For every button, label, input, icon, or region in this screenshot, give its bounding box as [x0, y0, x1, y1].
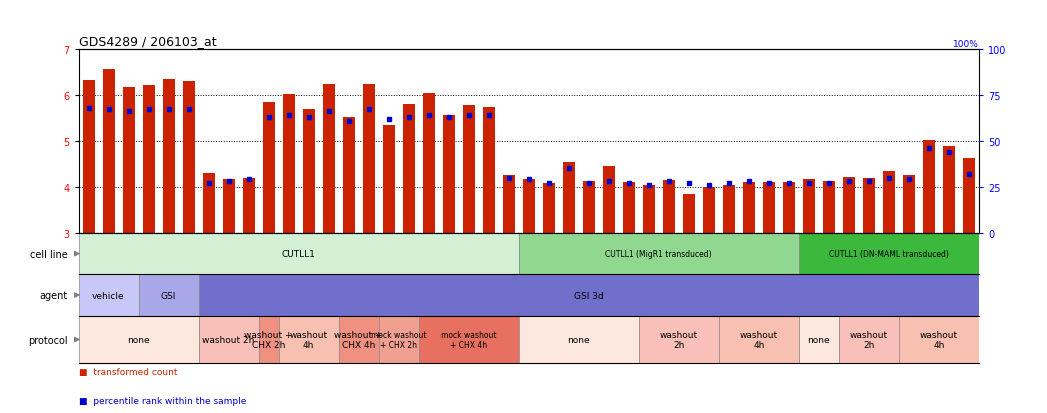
Text: mock washout
+ CHX 4h: mock washout + CHX 4h: [441, 330, 496, 349]
Bar: [379, 316, 419, 363]
Bar: [243, 178, 254, 233]
Bar: [322, 85, 335, 233]
Bar: [338, 316, 379, 363]
Bar: [83, 81, 94, 233]
Text: CUTLL1: CUTLL1: [282, 249, 315, 259]
Text: washout
4h: washout 4h: [920, 330, 958, 349]
Text: GSI: GSI: [161, 291, 176, 300]
Bar: [562, 162, 575, 233]
Bar: [518, 316, 639, 363]
Bar: [663, 180, 675, 233]
Text: GSI 3d: GSI 3d: [574, 291, 604, 300]
Text: washout
4h: washout 4h: [740, 330, 778, 349]
Bar: [259, 316, 279, 363]
Bar: [142, 86, 155, 233]
Text: CUTLL1 (MigR1 transduced): CUTLL1 (MigR1 transduced): [605, 249, 712, 259]
Bar: [79, 275, 138, 316]
Bar: [903, 176, 915, 233]
Bar: [122, 88, 135, 233]
Text: washout
2h: washout 2h: [660, 330, 698, 349]
Bar: [899, 316, 979, 363]
Bar: [342, 118, 355, 233]
Bar: [403, 105, 415, 233]
Bar: [79, 233, 518, 275]
Bar: [742, 183, 755, 233]
Text: mock washout
+ CHX 2h: mock washout + CHX 2h: [371, 330, 426, 349]
Text: agent: agent: [40, 290, 68, 300]
Bar: [542, 184, 555, 233]
Bar: [643, 185, 654, 233]
Bar: [823, 182, 834, 233]
Bar: [199, 275, 979, 316]
Bar: [722, 185, 735, 233]
Bar: [799, 233, 979, 275]
Bar: [303, 110, 315, 233]
Bar: [419, 316, 518, 363]
Bar: [703, 188, 715, 233]
Bar: [583, 182, 595, 233]
Bar: [162, 79, 175, 233]
Bar: [623, 183, 634, 233]
Bar: [382, 126, 395, 233]
Text: GDS4289 / 206103_at: GDS4289 / 206103_at: [79, 35, 216, 47]
Bar: [103, 70, 114, 233]
Bar: [922, 140, 935, 233]
Bar: [639, 316, 719, 363]
Bar: [423, 94, 435, 233]
Bar: [279, 316, 338, 363]
Bar: [79, 316, 199, 363]
Bar: [843, 177, 855, 233]
Bar: [483, 108, 495, 233]
Bar: [883, 171, 895, 233]
Bar: [943, 147, 955, 233]
Bar: [683, 194, 695, 233]
Text: ■  transformed count: ■ transformed count: [79, 368, 177, 377]
Bar: [839, 316, 899, 363]
Bar: [719, 316, 799, 363]
Text: washout +
CHX 4h: washout + CHX 4h: [334, 330, 383, 349]
Bar: [263, 102, 274, 233]
Bar: [443, 115, 454, 233]
Bar: [202, 173, 215, 233]
Bar: [799, 316, 839, 363]
Text: none: none: [567, 335, 591, 344]
Bar: [763, 183, 775, 233]
Bar: [963, 159, 975, 233]
Text: protocol: protocol: [28, 335, 68, 345]
Bar: [522, 179, 535, 233]
Bar: [603, 166, 615, 233]
Bar: [863, 178, 875, 233]
Bar: [199, 316, 259, 363]
Text: washout
4h: washout 4h: [290, 330, 328, 349]
Bar: [803, 179, 815, 233]
Text: vehicle: vehicle: [92, 291, 125, 300]
Bar: [138, 275, 199, 316]
Text: cell line: cell line: [30, 249, 68, 259]
Bar: [518, 233, 799, 275]
Bar: [182, 82, 195, 233]
Bar: [463, 106, 474, 233]
Text: CUTLL1 (DN-MAML transduced): CUTLL1 (DN-MAML transduced): [829, 249, 949, 259]
Text: washout +
CHX 2h: washout + CHX 2h: [244, 330, 293, 349]
Bar: [223, 180, 235, 233]
Bar: [283, 95, 294, 233]
Text: none: none: [128, 335, 150, 344]
Bar: [362, 85, 375, 233]
Text: none: none: [807, 335, 830, 344]
Text: washout 2h: washout 2h: [202, 335, 254, 344]
Bar: [503, 176, 515, 233]
Text: washout
2h: washout 2h: [850, 330, 888, 349]
Bar: [783, 183, 795, 233]
Text: ■  percentile rank within the sample: ■ percentile rank within the sample: [79, 396, 246, 406]
Text: 100%: 100%: [953, 40, 979, 49]
